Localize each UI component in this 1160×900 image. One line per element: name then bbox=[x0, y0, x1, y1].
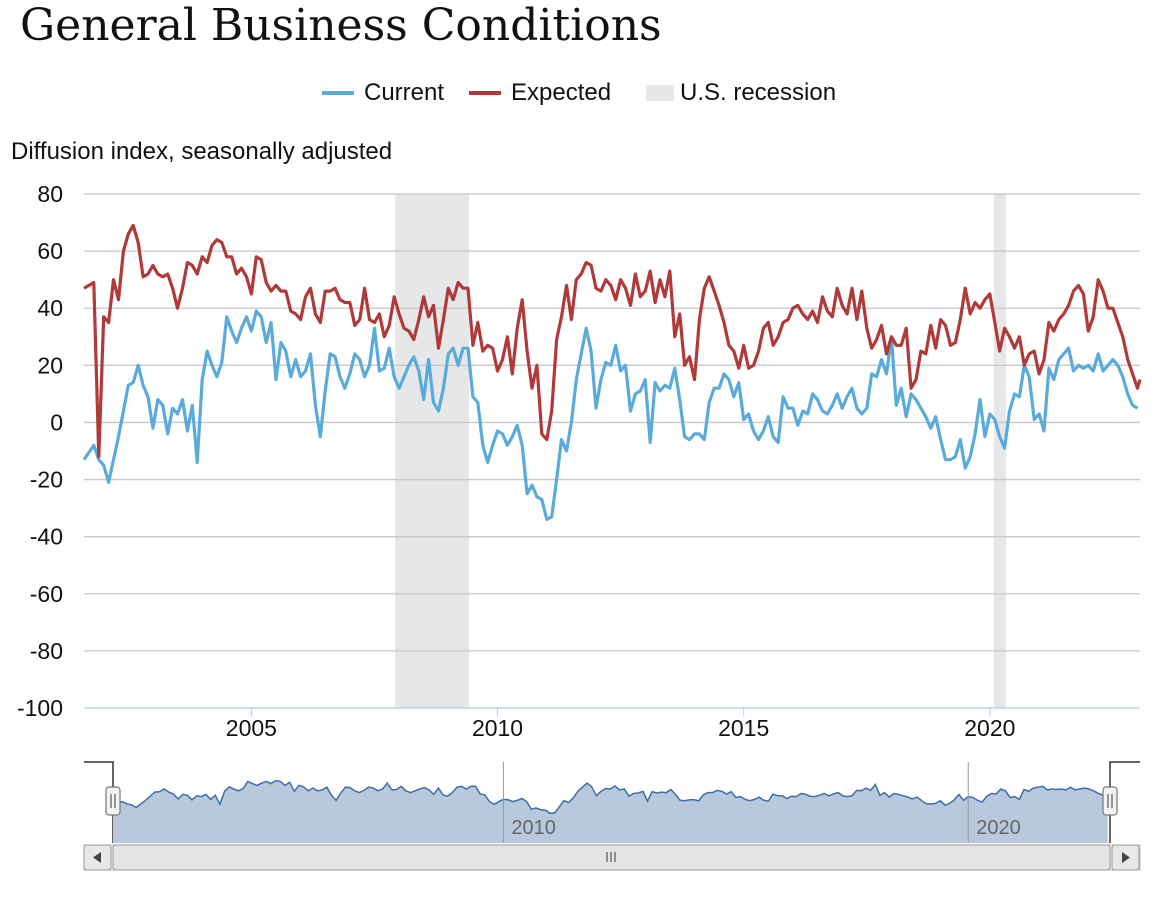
x-tick-label: 2010 bbox=[472, 715, 523, 741]
chart-title: General Business Conditions bbox=[20, 0, 662, 51]
navigator-scrollbar[interactable] bbox=[83, 844, 1141, 871]
navigator-handle-right[interactable] bbox=[1102, 786, 1118, 816]
scroll-right-button[interactable] bbox=[1111, 844, 1140, 871]
recession-band-1 bbox=[993, 194, 1007, 708]
y-tick-label: -40 bbox=[30, 524, 63, 550]
legend-item-current[interactable]: Current bbox=[322, 78, 444, 108]
legend: Current Expected U.S. recession bbox=[0, 78, 1160, 108]
series-line-current[interactable] bbox=[82, 309, 1139, 522]
y-tick-label: 60 bbox=[37, 238, 63, 264]
y-tick-label: -60 bbox=[30, 581, 63, 607]
legend-label-recession: U.S. recession bbox=[680, 79, 837, 106]
y-tick-label: 20 bbox=[37, 352, 63, 378]
y-tick-label: -100 bbox=[17, 695, 63, 721]
navigator-handle-left[interactable] bbox=[105, 786, 121, 816]
legend-swatch-recession bbox=[646, 85, 674, 101]
legend-item-recession[interactable]: U.S. recession bbox=[646, 78, 836, 108]
x-tick-label: 2015 bbox=[718, 715, 769, 741]
navigator-mask-right-edge bbox=[1109, 761, 1140, 843]
y-tick-label: -80 bbox=[30, 638, 63, 664]
navigator-x-label: 2010 bbox=[511, 817, 556, 839]
x-tick-label: 2005 bbox=[226, 715, 277, 741]
legend-label-expected: Expected bbox=[511, 79, 612, 106]
navigator-area bbox=[113, 780, 1108, 843]
legend-label-current: Current bbox=[364, 79, 445, 106]
y-axis-label: Diffusion index, seasonally adjusted bbox=[11, 138, 393, 165]
series-line-expected[interactable] bbox=[83, 223, 1142, 459]
chevron-right-icon bbox=[1122, 852, 1130, 863]
scroll-left-button[interactable] bbox=[83, 844, 112, 871]
navigator-line bbox=[112, 779, 1108, 815]
recession-band-0 bbox=[395, 194, 469, 708]
x-tick-label: 2020 bbox=[964, 715, 1015, 741]
chevron-left-icon bbox=[93, 852, 101, 863]
y-tick-label: 0 bbox=[50, 409, 63, 435]
legend-swatch-current bbox=[322, 91, 354, 95]
legend-item-expected[interactable]: Expected bbox=[469, 78, 611, 108]
legend-swatch-expected bbox=[469, 91, 501, 95]
y-tick-label: 80 bbox=[37, 181, 63, 207]
y-tick-label: 40 bbox=[37, 295, 63, 321]
y-tick-label: -20 bbox=[30, 467, 63, 493]
range-navigator[interactable]: 2010 2020 bbox=[83, 761, 1141, 871]
navigator-x-label: 2020 bbox=[976, 817, 1021, 839]
